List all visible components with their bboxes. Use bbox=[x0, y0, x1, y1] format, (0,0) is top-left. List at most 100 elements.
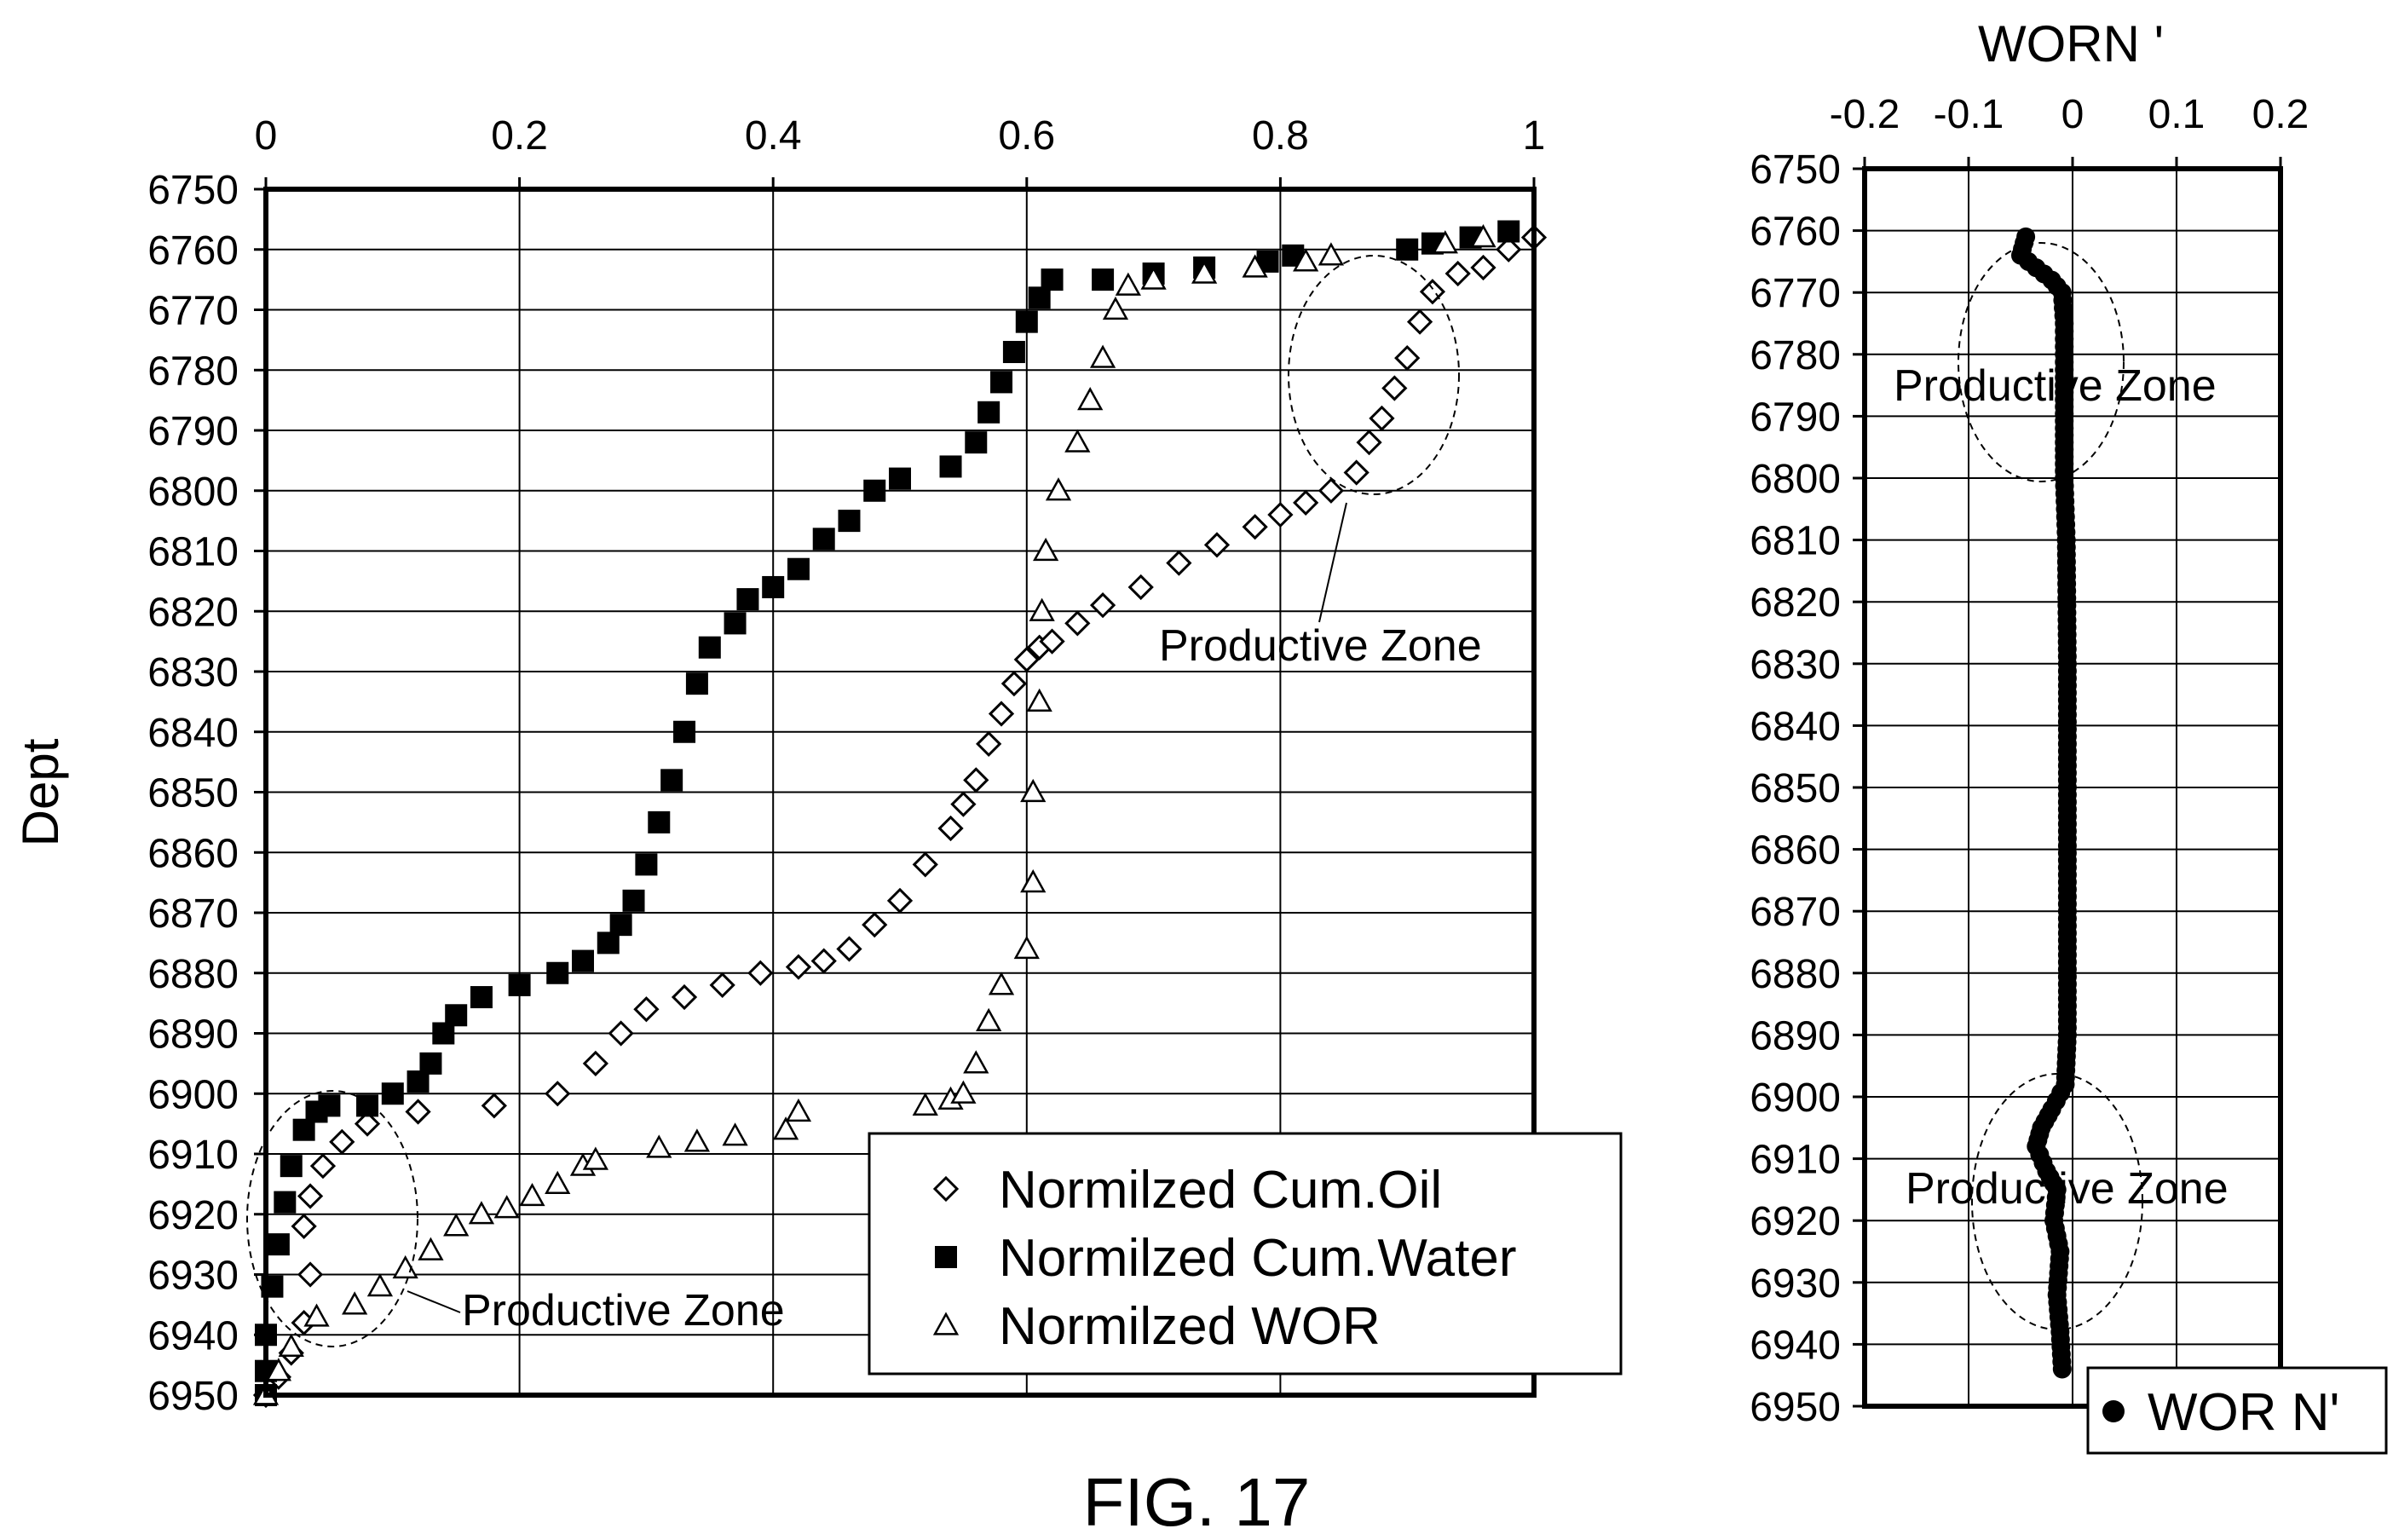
left-y-tick-label: 6910 bbox=[147, 1133, 239, 1178]
left-y-tick-label: 6760 bbox=[147, 228, 239, 274]
right-y-tick-label: 6920 bbox=[1750, 1199, 1841, 1244]
right-y-tick-label: 6950 bbox=[1750, 1385, 1841, 1430]
right-y-tick-labels: 6750 6760 6770 6780 6790 6800 6810 6820 6830 6840… bbox=[1750, 147, 1841, 1430]
data-point bbox=[1029, 597, 1055, 621]
data-point bbox=[1013, 935, 1040, 960]
legend-marker-0 bbox=[932, 1175, 960, 1203]
data-point bbox=[633, 996, 660, 1023]
data-point bbox=[976, 730, 1002, 758]
data-point bbox=[965, 431, 988, 454]
data-point bbox=[419, 1052, 442, 1075]
data-point bbox=[1127, 574, 1154, 601]
data-point bbox=[1089, 592, 1116, 619]
data-point bbox=[609, 914, 632, 937]
data-point bbox=[318, 1094, 341, 1117]
right-series-0 bbox=[2011, 227, 2077, 1379]
data-point bbox=[722, 1122, 748, 1146]
data-point bbox=[545, 1081, 571, 1107]
right-y-tick-label: 6760 bbox=[1750, 210, 1841, 255]
data-point bbox=[481, 1093, 507, 1119]
data-point bbox=[265, 1358, 292, 1381]
data-point bbox=[683, 1128, 711, 1152]
right-legend-label-wor-n: WOR N' bbox=[2148, 1383, 2339, 1442]
left-x-tick-label: 0 bbox=[255, 113, 278, 159]
right-chart-title: WORN ' bbox=[1978, 15, 2164, 72]
left-y-tick-label: 6900 bbox=[147, 1072, 239, 1117]
left-y-tick-label: 6850 bbox=[147, 771, 239, 816]
data-point bbox=[309, 1153, 337, 1180]
right-y-tick-label: 6820 bbox=[1750, 580, 1841, 626]
left-y-tick-label: 6770 bbox=[147, 289, 239, 334]
data-point bbox=[646, 1134, 672, 1158]
data-point bbox=[1394, 344, 1421, 372]
data-point bbox=[988, 972, 1015, 995]
data-point bbox=[1045, 477, 1072, 501]
annotation-productive-zone-bottom: Productive Zone bbox=[462, 1286, 785, 1335]
data-point bbox=[1381, 375, 1408, 401]
data-point bbox=[2052, 1359, 2072, 1379]
data-point bbox=[772, 1116, 799, 1140]
legend-items: Normilzed Cum.Oil Normilzed Cum.Water Norm… bbox=[932, 1161, 1516, 1356]
left-y-tick-label: 6820 bbox=[147, 590, 239, 635]
right-y-tick-label: 6770 bbox=[1750, 271, 1841, 316]
data-point bbox=[673, 720, 696, 743]
legend-label-1: Normilzed Cum.Water bbox=[999, 1229, 1516, 1288]
left-y-tick-label: 6920 bbox=[147, 1193, 239, 1238]
data-point bbox=[1089, 344, 1116, 368]
data-point bbox=[812, 528, 835, 551]
data-point bbox=[1032, 537, 1059, 562]
annotation-productive-zone-top: Productive Zone bbox=[1159, 621, 1482, 671]
data-point bbox=[889, 467, 911, 490]
data-point bbox=[1000, 671, 1028, 697]
data-point bbox=[329, 1128, 355, 1155]
data-point bbox=[274, 1191, 297, 1214]
depth-normalized-chart: 0 0.2 0.4 0.6 0.8 1 6750676067706780679068006… bbox=[12, 113, 1623, 1419]
right-y-tick-label: 6910 bbox=[1750, 1138, 1841, 1183]
left-y-tick-label: 6880 bbox=[147, 952, 239, 997]
data-point bbox=[810, 948, 837, 974]
right-y-tick-label: 6880 bbox=[1750, 952, 1841, 997]
data-point bbox=[1318, 477, 1345, 504]
data-point bbox=[976, 1007, 1002, 1031]
data-point bbox=[303, 1303, 330, 1327]
data-point bbox=[1020, 778, 1047, 803]
data-point bbox=[1343, 459, 1369, 486]
data-point bbox=[762, 575, 785, 598]
data-point bbox=[1203, 532, 1231, 558]
data-point bbox=[1356, 430, 1382, 456]
data-point bbox=[685, 672, 708, 695]
data-point bbox=[1470, 254, 1496, 281]
worn-derivative-chart: WORN ' -0.2 -0.1 0 0.1 0.2 67506760677067806… bbox=[1750, 15, 2388, 1455]
right-y-tick-label: 6750 bbox=[1750, 147, 1841, 193]
right-y-tick-label: 6850 bbox=[1750, 766, 1841, 811]
y-axis-label: Dept bbox=[12, 738, 69, 846]
data-point bbox=[709, 972, 735, 999]
data-point bbox=[836, 936, 862, 962]
right-annotation-productive-zone-top: Productive Zone bbox=[1894, 361, 2217, 411]
left-y-tick-label: 6800 bbox=[147, 470, 239, 515]
data-point bbox=[1039, 628, 1065, 655]
data-point bbox=[291, 1213, 317, 1240]
data-point bbox=[545, 1170, 571, 1195]
left-x-tick-labels: 0 0.2 0.4 0.6 0.8 1 bbox=[255, 113, 1546, 159]
data-point bbox=[1470, 224, 1496, 248]
data-point bbox=[977, 401, 1000, 424]
data-point bbox=[1444, 260, 1471, 287]
data-point bbox=[366, 1273, 394, 1297]
data-point bbox=[1002, 341, 1025, 364]
data-point bbox=[912, 1092, 938, 1116]
data-point bbox=[297, 1183, 324, 1209]
data-point bbox=[1267, 501, 1294, 528]
data-point bbox=[608, 1020, 634, 1047]
data-point bbox=[785, 1098, 812, 1122]
data-point bbox=[1064, 429, 1091, 453]
data-point bbox=[1140, 266, 1167, 290]
data-point bbox=[1497, 220, 1520, 243]
data-point bbox=[635, 853, 658, 876]
data-point bbox=[1293, 489, 1319, 516]
right-x-tick-label: -0.2 bbox=[1830, 92, 1900, 137]
productive-zone-ellipse-top bbox=[1288, 255, 1460, 495]
data-point bbox=[572, 949, 594, 972]
data-point bbox=[747, 960, 774, 986]
series-2 bbox=[252, 224, 1496, 1405]
